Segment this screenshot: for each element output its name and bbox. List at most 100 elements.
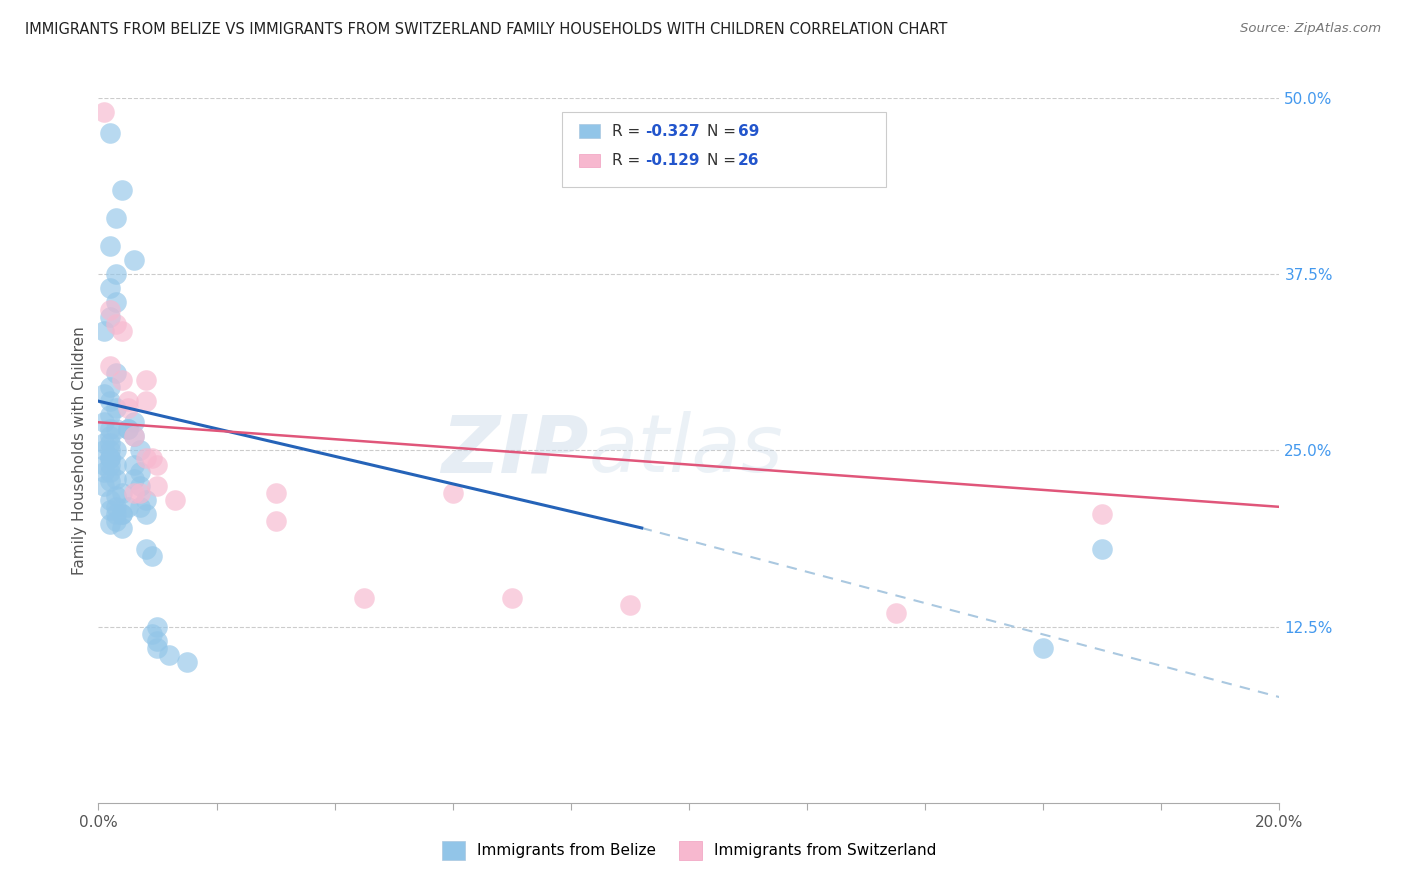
Point <box>117 394 139 409</box>
Point <box>98 359 121 373</box>
Point <box>122 429 145 443</box>
Point <box>111 183 134 197</box>
Point <box>93 458 115 472</box>
Point <box>105 500 128 514</box>
Text: 26: 26 <box>738 153 759 168</box>
Point <box>146 478 169 492</box>
Point <box>105 211 128 225</box>
Point <box>117 422 139 436</box>
Point <box>105 366 128 380</box>
Text: ZIP: ZIP <box>441 411 589 490</box>
Point <box>98 475 121 489</box>
Point <box>146 633 169 648</box>
Point <box>1032 640 1054 655</box>
Point <box>98 443 121 458</box>
Point <box>93 436 115 450</box>
Point <box>128 500 150 514</box>
Point <box>117 401 139 416</box>
Point <box>98 310 121 324</box>
Point <box>117 500 139 514</box>
Point <box>93 387 115 401</box>
Point <box>98 127 121 141</box>
Point <box>93 105 115 120</box>
Point <box>98 450 121 465</box>
Point <box>128 485 150 500</box>
Point <box>441 485 464 500</box>
Point <box>105 472 128 486</box>
Point <box>105 317 128 331</box>
Point <box>98 458 121 472</box>
Point <box>122 472 145 486</box>
Point <box>98 302 121 317</box>
Point <box>122 253 145 268</box>
Text: N =: N = <box>707 124 741 138</box>
Y-axis label: Family Households with Children: Family Households with Children <box>72 326 87 574</box>
Text: N =: N = <box>707 153 741 168</box>
Point <box>146 640 169 655</box>
Point <box>146 458 169 472</box>
Point <box>111 373 134 387</box>
Point <box>98 380 121 394</box>
Point <box>128 478 150 492</box>
Point <box>135 507 157 521</box>
Point <box>135 492 157 507</box>
Point <box>105 458 128 472</box>
Point <box>122 429 145 443</box>
Point <box>135 373 157 387</box>
Point <box>128 443 150 458</box>
Point <box>122 415 145 429</box>
Point <box>146 619 169 633</box>
Point <box>93 478 115 492</box>
Text: atlas: atlas <box>589 411 783 490</box>
Text: R =: R = <box>612 124 645 138</box>
Point <box>98 502 121 516</box>
Text: R =: R = <box>612 153 645 168</box>
Point <box>141 626 163 640</box>
Point <box>141 549 163 564</box>
Point <box>122 485 145 500</box>
Point <box>135 394 157 409</box>
Text: Source: ZipAtlas.com: Source: ZipAtlas.com <box>1240 22 1381 36</box>
Point <box>176 655 198 669</box>
Point <box>98 239 121 253</box>
Text: IMMIGRANTS FROM BELIZE VS IMMIGRANTS FROM SWITZERLAND FAMILY HOUSEHOLDS WITH CHI: IMMIGRANTS FROM BELIZE VS IMMIGRANTS FRO… <box>25 22 948 37</box>
Text: 69: 69 <box>738 124 759 138</box>
Point <box>105 268 128 282</box>
Point <box>264 514 287 528</box>
Point <box>105 489 128 503</box>
Point <box>111 324 134 338</box>
Point <box>157 648 180 662</box>
Point <box>141 450 163 465</box>
Point <box>98 450 121 465</box>
Point <box>111 521 134 535</box>
Point <box>105 422 128 436</box>
Point <box>105 514 128 528</box>
Point <box>98 436 121 450</box>
Point <box>111 507 134 521</box>
Point <box>264 485 287 500</box>
Point <box>884 606 907 620</box>
Point <box>93 465 115 479</box>
Point <box>165 492 187 507</box>
Point <box>1091 542 1114 557</box>
Point <box>93 415 115 429</box>
Point <box>98 429 121 443</box>
Point <box>93 324 115 338</box>
Point <box>353 591 375 606</box>
Point <box>619 599 641 613</box>
Point <box>98 492 121 507</box>
Point <box>105 401 128 416</box>
Point <box>105 443 128 458</box>
Point <box>122 458 145 472</box>
Point <box>93 443 115 458</box>
Point <box>128 465 150 479</box>
Legend: Immigrants from Belize, Immigrants from Switzerland: Immigrants from Belize, Immigrants from … <box>436 835 942 865</box>
Point <box>135 450 157 465</box>
Point <box>1091 507 1114 521</box>
Point <box>117 422 139 436</box>
Point <box>98 465 121 479</box>
Point <box>105 507 128 521</box>
Point <box>98 422 121 436</box>
Point <box>501 591 523 606</box>
Point <box>98 281 121 295</box>
